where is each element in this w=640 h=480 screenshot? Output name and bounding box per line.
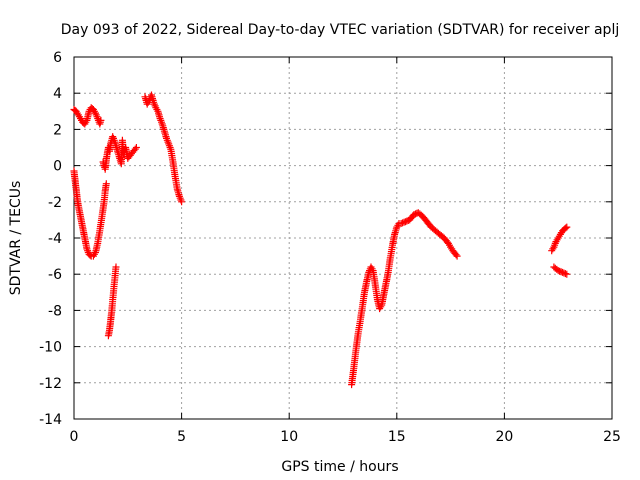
axis-ticks: 0 5 10 15 20 25 -14 -12 -10 -8 -6 -4 -2 0 2 4 6 <box>39 50 621 445</box>
data-point <box>452 251 460 259</box>
x-tick-label: 5 <box>177 429 186 445</box>
y-tick-label: -2 <box>48 195 62 211</box>
y-axis-title: SDTVAR / TECUs <box>8 181 24 296</box>
x-tick-label: 20 <box>495 429 513 445</box>
y-tick-label: -14 <box>39 412 62 428</box>
y-tick-label: 2 <box>53 122 62 138</box>
y-tick-label: -12 <box>39 376 62 392</box>
y-tick-label: -8 <box>48 303 62 319</box>
data-point <box>112 263 120 271</box>
data-point <box>132 144 140 151</box>
data-point <box>176 194 184 202</box>
x-tick-label: 10 <box>280 429 298 445</box>
x-tick-label: 25 <box>603 429 621 445</box>
x-tick-label: 0 <box>70 429 79 445</box>
y-tick-label: 0 <box>53 159 62 175</box>
data-points <box>70 91 571 389</box>
data-point <box>131 145 139 153</box>
data-point <box>86 251 94 259</box>
y-tick-label: 4 <box>53 86 62 102</box>
data-point <box>97 116 105 124</box>
x-axis-title: GPS time / hours <box>281 459 398 475</box>
data-point <box>563 270 571 278</box>
y-tick-label: -10 <box>39 340 62 356</box>
data-point <box>178 198 186 206</box>
y-tick-label: -6 <box>48 267 62 283</box>
data-point <box>102 180 110 188</box>
y-tick-label: 6 <box>53 50 62 66</box>
chart-title: Day 093 of 2022, Sidereal Day-to-day VTE… <box>61 22 619 38</box>
data-point <box>563 223 571 231</box>
data-point <box>453 252 461 260</box>
data-point <box>562 224 570 232</box>
y-tick-label: -4 <box>48 231 62 247</box>
x-tick-label: 15 <box>388 429 406 445</box>
